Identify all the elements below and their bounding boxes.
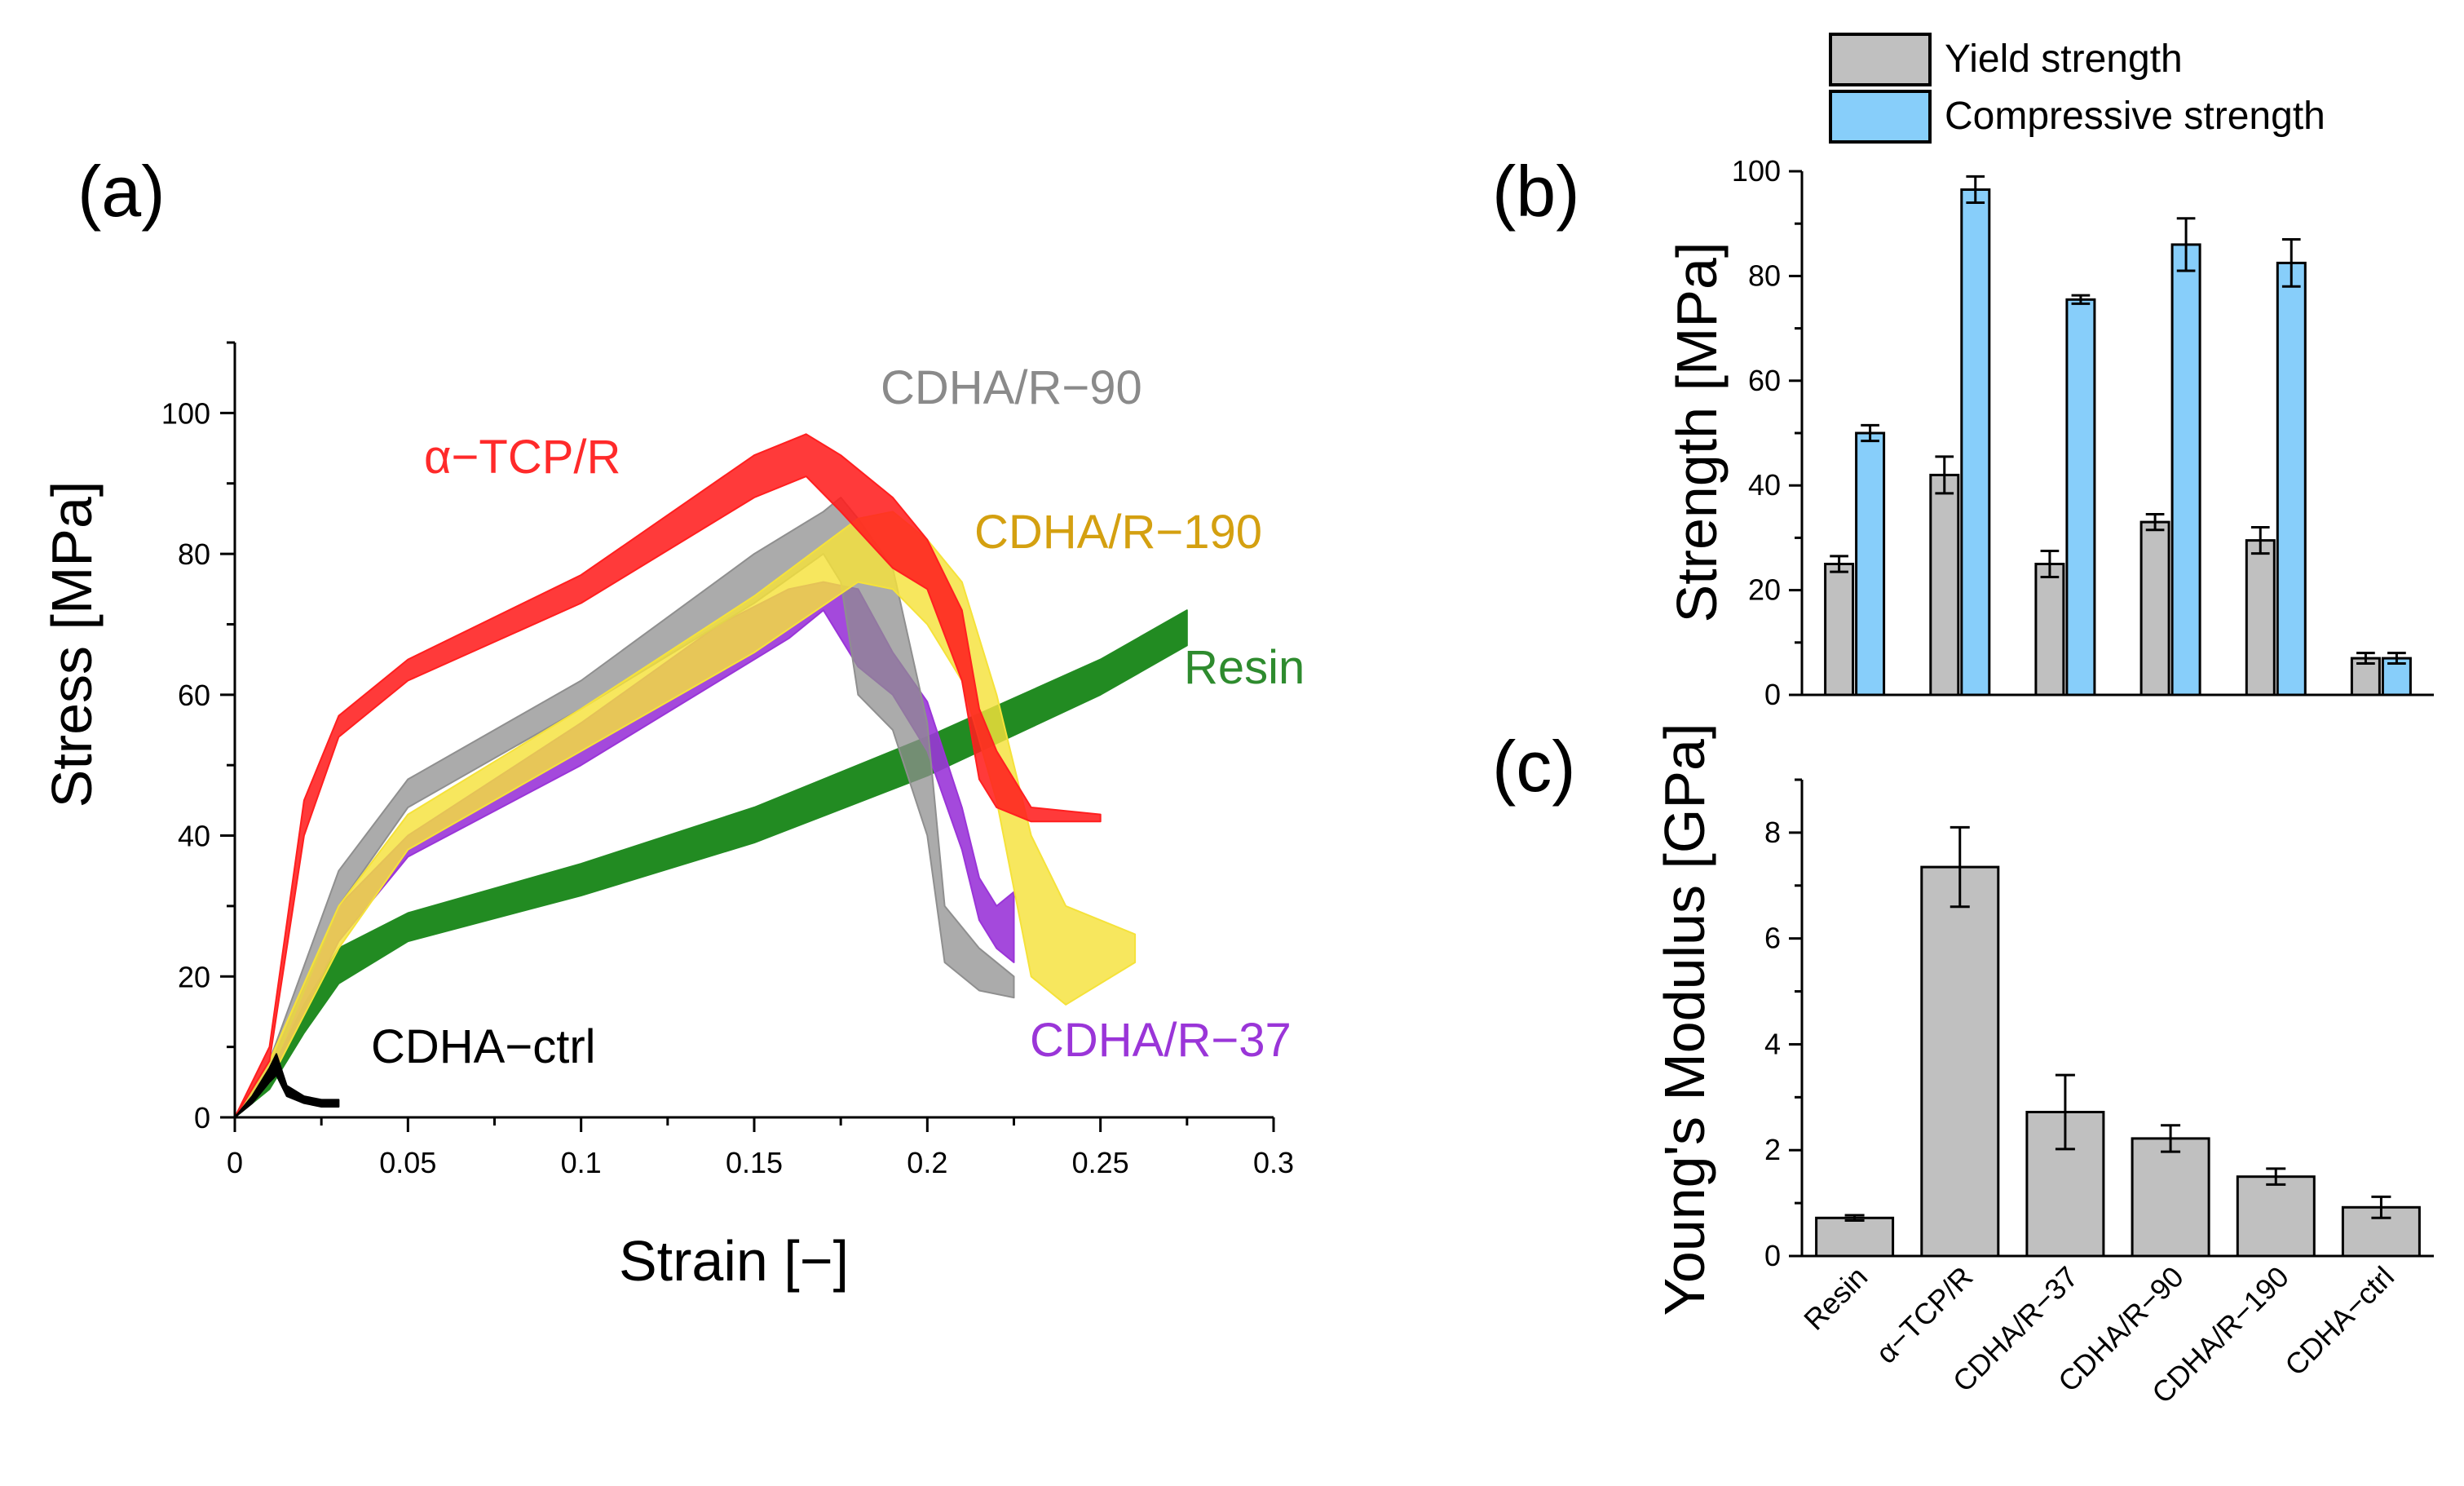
a-x-tick-label: 0.1 <box>561 1146 602 1179</box>
panel-a-label: (a) <box>77 151 166 232</box>
modulus-y-tick-label: 2 <box>1764 1133 1781 1166</box>
modulus-y-axis-label: Young's Modulus [GPa] <box>1653 723 1716 1316</box>
strength-y-axis-label: Strength [MPa] <box>1665 242 1729 623</box>
legend-swatch-compressive <box>1829 90 1932 144</box>
strength-bar <box>2065 298 2096 697</box>
strength-bar <box>2139 520 2170 697</box>
a-x-tick-label: 0 <box>227 1146 243 1179</box>
strength-bar <box>1960 188 1991 697</box>
legend-label-compressive: Compressive strength <box>1945 95 2325 138</box>
strength-y-tick-label: 60 <box>1748 364 1781 397</box>
strength-bar <box>1855 431 1886 697</box>
modulus-category-label: CDHA−ctrl <box>2278 1260 2400 1382</box>
stress-strain-x-axis-label: Strain [−] <box>619 1229 849 1293</box>
strength-bar <box>2170 243 2201 697</box>
strength-y-tick-label: 0 <box>1764 678 1781 711</box>
strength-bar <box>2276 261 2307 697</box>
a-x-tick-label: 0.2 <box>907 1146 947 1179</box>
series-label-cdha190: CDHA/R−190 <box>974 506 1262 559</box>
a-x-tick-label: 0.3 <box>1253 1146 1294 1179</box>
legend-swatch-yield <box>1829 33 1932 86</box>
panel-b-label: (b) <box>1492 151 1580 232</box>
a-y-tick-label: 100 <box>161 396 210 430</box>
modulus-bar <box>1920 865 2000 1258</box>
strength-y-tick-label: 40 <box>1748 468 1781 502</box>
strength-bar <box>2034 563 2065 697</box>
strength-bar <box>1929 473 1960 697</box>
band-cdha-ctrl <box>234 1053 340 1118</box>
series-label-cdha37: CDHA/R−37 <box>1030 1014 1292 1067</box>
band--tcp-r <box>234 433 1102 1118</box>
modulus-y-tick-label: 6 <box>1764 922 1781 955</box>
series-label-cdha90: CDHA/R−90 <box>881 361 1142 414</box>
stress-strain-chart: 0 0.05 0.1 0.15 0.2 0.25 0.3 0 20 40 60 80 100 <box>161 341 1294 1179</box>
band-resin <box>234 609 1188 1118</box>
a-y-tick-label: 80 <box>178 537 210 571</box>
a-y-tick-label: 20 <box>178 960 210 993</box>
strength-y-tick-label: 100 <box>1732 154 1781 188</box>
a-x-tick-label: 0.25 <box>1072 1146 1129 1179</box>
strength-bar-chart: 0 20 40 60 80 100 <box>1732 154 2434 711</box>
a-y-tick-label: 60 <box>178 679 210 712</box>
series-label-resin: Resin <box>1184 641 1305 694</box>
modulus-bar <box>2131 1137 2210 1258</box>
modulus-bar <box>1815 1216 1895 1258</box>
a-y-tick-label: 0 <box>194 1101 210 1134</box>
series-label-cdha-ctrl: CDHA−ctrl <box>371 1020 596 1073</box>
strength-y-tick-label: 80 <box>1748 259 1781 292</box>
strength-bar <box>2245 539 2276 697</box>
strength-y-tick-label: 20 <box>1748 573 1781 607</box>
legend: Yield strength Compressive strength <box>1829 33 2325 144</box>
modulus-category-label: Resin <box>1797 1260 1874 1337</box>
a-x-tick-label: 0.15 <box>726 1146 783 1179</box>
modulus-category-label: α−TCP/R <box>1870 1260 1980 1370</box>
panel-c-label: (c) <box>1492 726 1576 807</box>
modulus-y-tick-label: 4 <box>1764 1027 1781 1060</box>
modulus-bar <box>2236 1175 2316 1258</box>
a-x-tick-label: 0.05 <box>379 1146 436 1179</box>
legend-label-yield: Yield strength <box>1945 38 2183 81</box>
strength-bar <box>1824 563 1855 697</box>
modulus-y-tick-label: 0 <box>1764 1239 1781 1272</box>
modulus-y-tick-label: 8 <box>1764 816 1781 849</box>
a-y-tick-label: 40 <box>178 820 210 853</box>
modulus-bar-chart: 02468Resinα−TCP/RCDHA/R−37CDHA/R−90CDHA/… <box>1764 778 2434 1410</box>
band-cdha-r-190 <box>234 511 1137 1118</box>
stress-strain-y-axis-label: Stress [MPa] <box>40 481 104 808</box>
series-label-atcp: α−TCP/R <box>424 431 620 484</box>
